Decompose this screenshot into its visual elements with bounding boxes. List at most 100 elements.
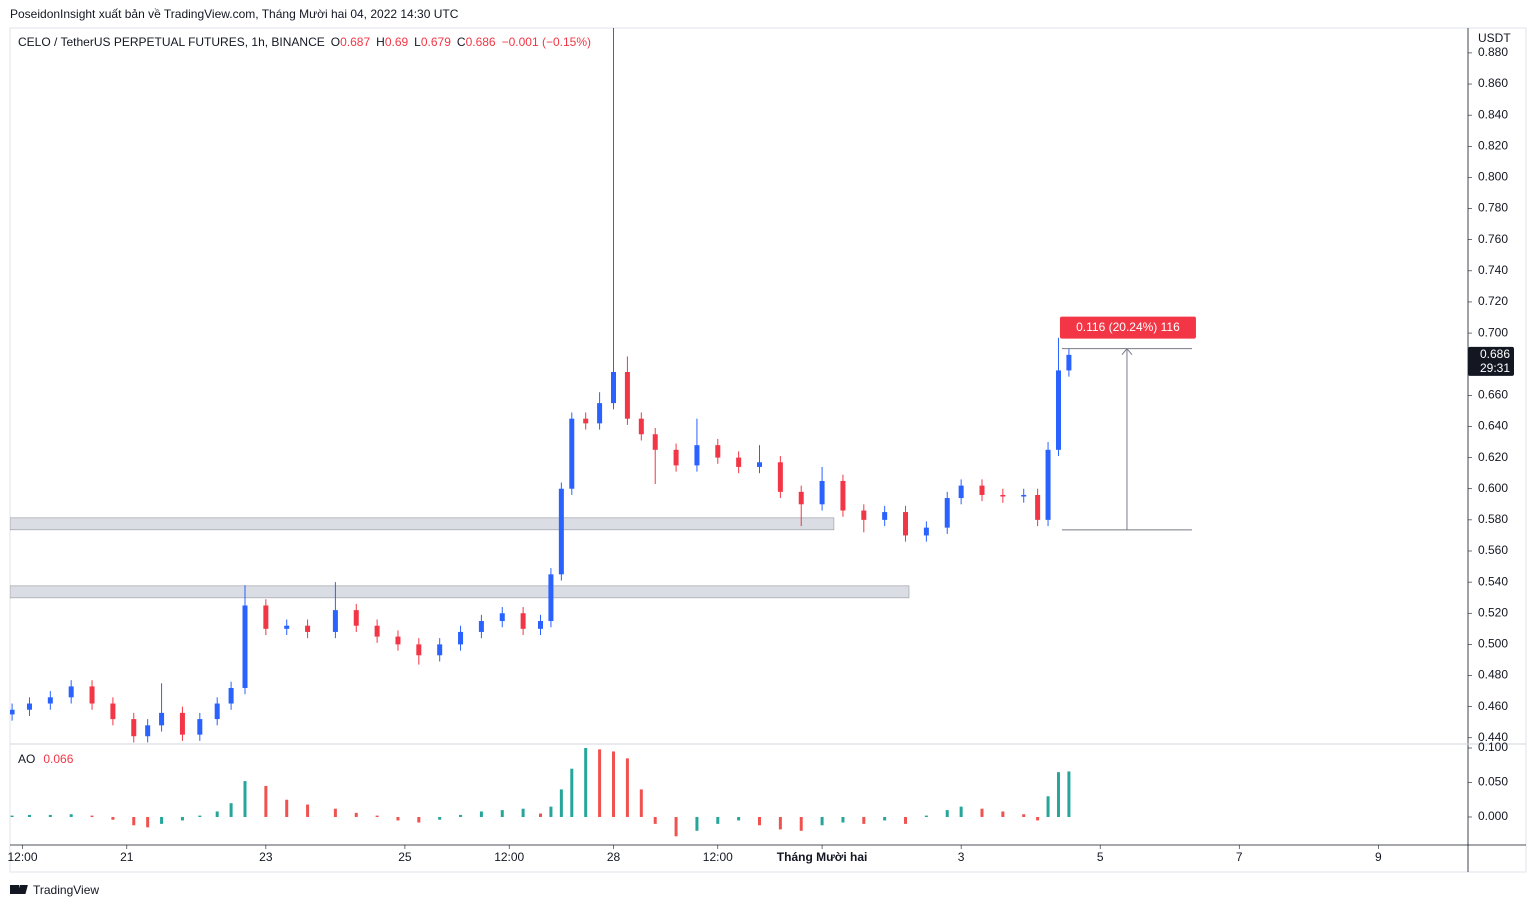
ao-bar — [980, 808, 984, 817]
ao-bar — [229, 803, 233, 817]
candle-body — [944, 498, 950, 528]
ao-bar — [639, 789, 643, 817]
candle-body — [26, 703, 32, 710]
last-price-label: 0.686 — [1480, 347, 1510, 361]
candle-body — [197, 719, 203, 735]
candle-body — [1055, 370, 1061, 450]
candle-body — [1045, 449, 1051, 520]
y-tick-label: 0.760 — [1478, 232, 1508, 246]
measure-label-box — [1059, 316, 1196, 339]
ao-bar — [549, 806, 553, 817]
ao-bar — [215, 811, 219, 817]
h-value: 0.69 — [385, 35, 409, 49]
y-tick-label: 0.520 — [1478, 605, 1508, 619]
y-tick-label: 0.480 — [1478, 668, 1508, 682]
candle-body — [777, 462, 783, 492]
x-tick-label: 12:00 — [703, 850, 733, 864]
ao-bar — [570, 768, 574, 817]
x-tick-label: 25 — [398, 850, 412, 864]
candle-body — [624, 371, 630, 419]
l-value: 0.679 — [421, 35, 451, 49]
x-tick-label: 28 — [607, 850, 621, 864]
candle-body — [159, 712, 165, 726]
measure-arrowhead — [1121, 347, 1133, 355]
y-tick-label: 0.660 — [1478, 388, 1508, 402]
candle-body — [694, 445, 700, 466]
candle-body — [242, 605, 248, 688]
y-tick-label: 0.620 — [1478, 450, 1508, 464]
x-tick-label: 12:00 — [7, 850, 37, 864]
candle-body — [638, 418, 644, 435]
x-tick-label: Tháng Mười hai — [777, 850, 868, 864]
indicator-value: 0.066 — [43, 752, 73, 766]
candle-body — [374, 625, 380, 637]
ao-bar — [945, 810, 949, 817]
ao-bar — [653, 816, 657, 824]
candle-body — [903, 512, 909, 536]
ao-bar — [160, 816, 164, 824]
candle-body — [537, 621, 543, 629]
y-tick-label: 0.860 — [1478, 76, 1508, 90]
last-price-box — [1468, 346, 1514, 376]
ao-bar — [146, 816, 150, 828]
x-tick-label: 12:00 — [494, 850, 524, 864]
candle-body — [305, 625, 311, 632]
candle-body — [458, 631, 464, 645]
l-label: L — [414, 35, 421, 49]
candle-body — [437, 644, 443, 656]
ao-bar — [479, 811, 483, 817]
candle-body — [673, 449, 679, 466]
candle-body — [1021, 494, 1027, 497]
x-tick-label: 5 — [1097, 850, 1104, 864]
candle-body — [520, 613, 526, 629]
countdown: 29:31 — [1480, 361, 1510, 375]
ao-tick-label: 0.100 — [1478, 740, 1508, 754]
ao-bar — [584, 748, 588, 817]
candle-body — [923, 527, 929, 536]
ao-bar — [438, 816, 442, 820]
footer-logo — [10, 885, 28, 894]
candle-body — [1000, 494, 1006, 497]
ao-bar — [883, 816, 887, 821]
candle-body — [548, 574, 554, 622]
candle-body — [353, 610, 359, 626]
indicator-name: AO — [18, 752, 35, 766]
y-tick-label: 0.720 — [1478, 294, 1508, 308]
candle-body — [736, 457, 742, 467]
candle-body — [958, 485, 964, 499]
ao-bar — [27, 814, 31, 817]
symbol: CELO / TetherUS PERPETUAL FUTURES, 1h, B… — [18, 35, 325, 49]
y-tick-label: 0.700 — [1478, 325, 1508, 339]
candle-body — [131, 719, 137, 737]
candle-body — [179, 712, 185, 735]
ao-bar — [10, 815, 14, 817]
ao-bar — [417, 816, 421, 823]
ao-bar — [198, 815, 202, 817]
frame — [9, 27, 1527, 873]
y-tick-label: 0.740 — [1478, 263, 1508, 277]
y-tick-label: 0.600 — [1478, 481, 1508, 495]
ao-bar — [1036, 816, 1040, 821]
candle-body — [145, 725, 151, 737]
c-label: C — [457, 35, 466, 49]
candle-body — [840, 480, 846, 511]
y-tick-label: 0.580 — [1478, 512, 1508, 526]
ao-bar — [111, 816, 115, 820]
ao-bar — [778, 816, 782, 830]
change: −0.001 (−0.15%) — [502, 35, 591, 49]
zone — [10, 517, 835, 531]
candle-body — [558, 488, 564, 575]
ao-tick-label: 0.050 — [1478, 775, 1508, 789]
candle-body — [757, 462, 763, 467]
header-title: PoseidonInsight xuất bản về TradingView.… — [10, 7, 459, 21]
y-tick-label: 0.560 — [1478, 543, 1508, 557]
ao-bar — [69, 814, 73, 817]
candle-body — [652, 434, 658, 450]
ao-bar — [820, 816, 824, 826]
ao-bar — [285, 799, 289, 817]
candle-body — [979, 485, 985, 495]
ao-bar — [1046, 796, 1050, 817]
ao-bar — [598, 749, 602, 817]
